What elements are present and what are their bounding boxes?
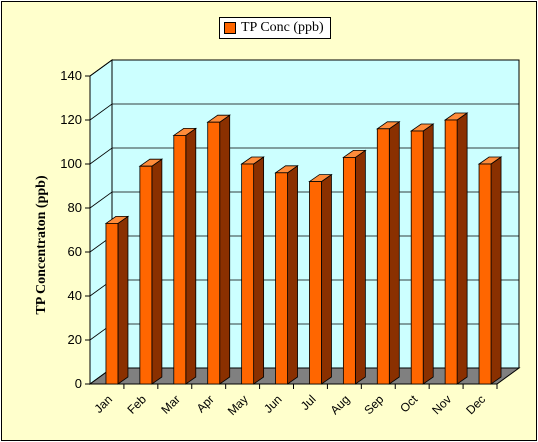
x-tick-label: Jul (298, 392, 319, 413)
y-tick-label: 80 (68, 200, 82, 215)
y-tick-label: 140 (60, 68, 82, 83)
x-tick-label: May (225, 392, 251, 418)
x-tick-label: Jan (91, 392, 115, 416)
gridline (89, 59, 519, 77)
legend-swatch (224, 22, 236, 34)
bar-side (253, 156, 265, 385)
bar-side (422, 123, 434, 385)
x-tick-label: Aug (327, 392, 352, 417)
x-tick-label: Nov (429, 392, 454, 417)
legend: TP Conc (ppb) (219, 17, 331, 39)
bar-side (354, 149, 366, 385)
legend-label: TP Conc (ppb) (241, 20, 324, 35)
bar (342, 156, 356, 385)
bar-side (117, 215, 129, 385)
bar (376, 128, 390, 385)
bar-side (388, 121, 400, 385)
x-tick-label: Dec (463, 392, 488, 417)
x-tick-label: Apr (194, 392, 217, 415)
bar-side (456, 112, 468, 385)
x-tick-label: Feb (124, 392, 149, 417)
x-tick-label: Mar (158, 392, 183, 417)
bar (444, 119, 458, 385)
bar-side (287, 165, 298, 385)
bar-side (321, 173, 332, 385)
bar-side (219, 114, 231, 385)
bar (105, 222, 119, 385)
bar-side (490, 156, 502, 385)
bar (207, 121, 221, 385)
y-tick-label: 100 (60, 156, 82, 171)
bar (275, 172, 288, 385)
bar (478, 163, 492, 385)
x-tick-label: Oct (397, 392, 421, 416)
y-tick-label: 20 (68, 332, 82, 347)
bar (410, 130, 424, 385)
y-tick-label: 0 (75, 376, 82, 391)
bar (241, 163, 255, 385)
bar-side (185, 127, 197, 385)
bar (309, 181, 322, 385)
y-tick-label: 120 (60, 112, 82, 127)
bar (139, 165, 153, 385)
y-tick-label: 60 (68, 244, 82, 259)
x-tick-label: Jun (261, 392, 285, 416)
gridline (89, 103, 519, 121)
bar-side (151, 158, 163, 385)
y-tick-label: 40 (68, 288, 82, 303)
y-axis-label: TP Concentraton (ppb) (34, 175, 49, 315)
bar (173, 134, 187, 385)
x-tick-label: Sep (361, 392, 386, 417)
